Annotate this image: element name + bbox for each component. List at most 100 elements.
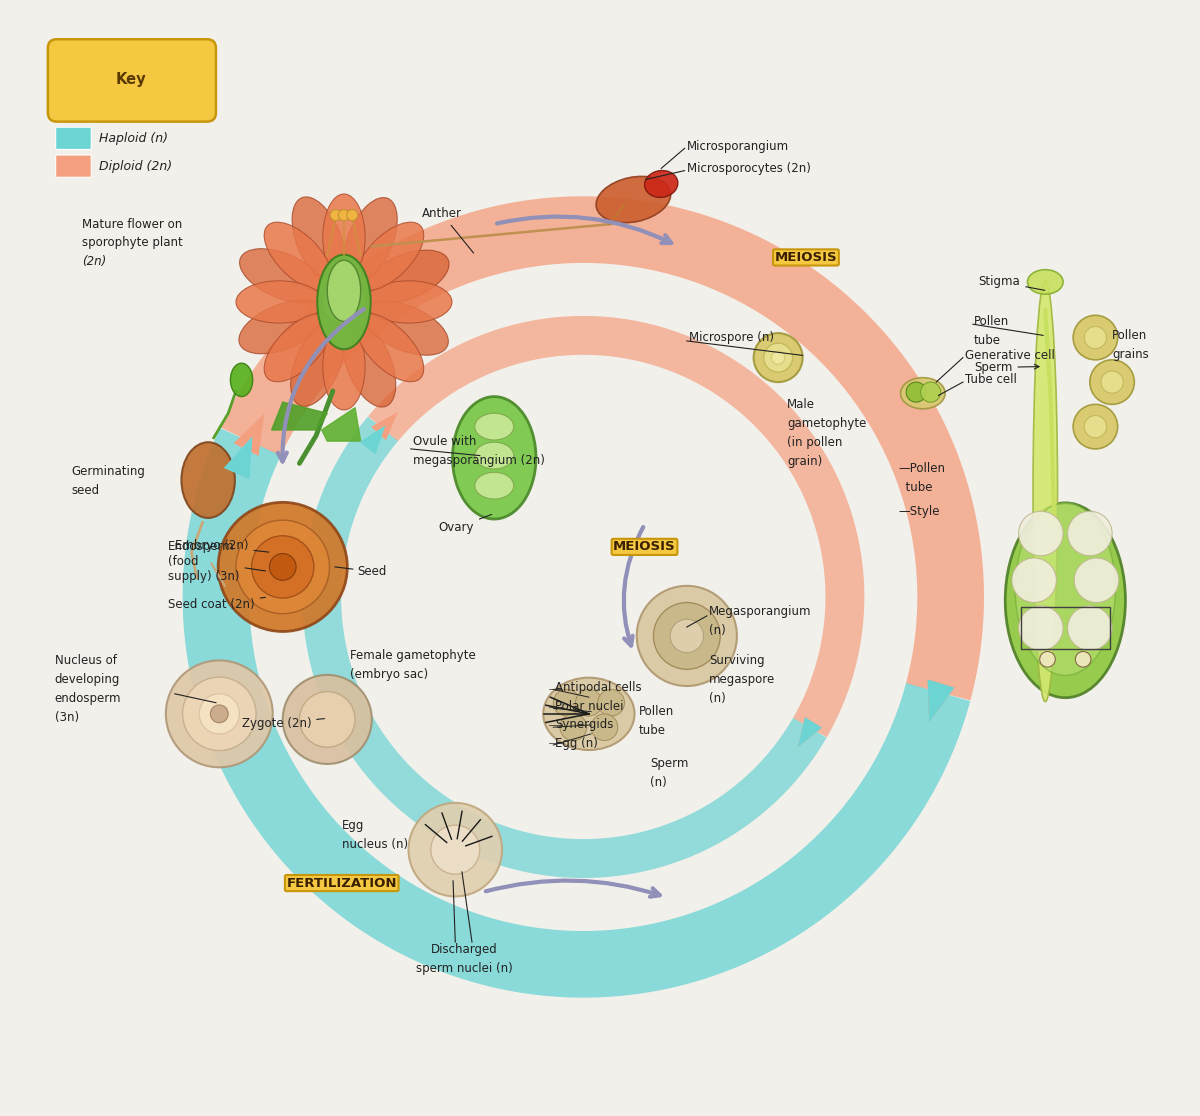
Ellipse shape (328, 260, 361, 321)
Text: Egg (n): Egg (n) (556, 738, 599, 750)
Ellipse shape (544, 677, 635, 750)
Circle shape (338, 210, 349, 221)
Circle shape (1085, 415, 1106, 437)
Ellipse shape (1015, 503, 1116, 675)
Text: Nucleus of: Nucleus of (54, 654, 116, 667)
Ellipse shape (317, 254, 371, 349)
Text: Pollen: Pollen (1112, 329, 1147, 341)
Polygon shape (223, 436, 252, 479)
Circle shape (431, 825, 480, 874)
Text: megasporangium (2n): megasporangium (2n) (413, 453, 545, 466)
Circle shape (920, 382, 941, 402)
Text: Sperm: Sperm (650, 758, 689, 770)
Text: seed: seed (71, 483, 100, 497)
Ellipse shape (264, 222, 332, 290)
Circle shape (576, 690, 602, 716)
Text: Polar nuclei: Polar nuclei (556, 700, 624, 712)
Circle shape (1039, 652, 1055, 667)
Ellipse shape (230, 363, 253, 396)
Text: (3n): (3n) (54, 711, 79, 723)
Circle shape (300, 692, 355, 748)
Circle shape (560, 714, 587, 741)
Polygon shape (798, 718, 822, 747)
Circle shape (330, 210, 341, 221)
Circle shape (1090, 359, 1134, 404)
Text: Antipodal cells: Antipodal cells (556, 681, 642, 694)
Circle shape (1074, 558, 1118, 603)
Text: FERTILIZATION: FERTILIZATION (287, 876, 397, 889)
Ellipse shape (323, 194, 365, 281)
Polygon shape (234, 414, 264, 456)
Ellipse shape (644, 171, 678, 198)
Text: Male: Male (787, 398, 815, 411)
Circle shape (347, 210, 358, 221)
Ellipse shape (1027, 270, 1063, 295)
Circle shape (1073, 316, 1117, 359)
Text: tube: tube (638, 724, 666, 737)
Text: —Pollen: —Pollen (899, 462, 946, 475)
Text: Sperm: Sperm (974, 360, 1039, 374)
Circle shape (670, 619, 703, 653)
Ellipse shape (342, 320, 396, 407)
Polygon shape (928, 680, 954, 722)
Text: MEIOSIS: MEIOSIS (775, 251, 838, 263)
Polygon shape (928, 680, 954, 722)
Text: Ovary: Ovary (438, 514, 492, 535)
Circle shape (166, 661, 272, 768)
Text: sperm nuclei (n): sperm nuclei (n) (416, 962, 512, 975)
Ellipse shape (1033, 281, 1057, 702)
Text: (2n): (2n) (83, 256, 107, 268)
Circle shape (1068, 511, 1112, 556)
Text: developing: developing (54, 673, 120, 686)
Circle shape (1100, 371, 1123, 393)
Circle shape (269, 554, 296, 580)
Text: Zygote (2n): Zygote (2n) (241, 718, 324, 730)
Circle shape (199, 694, 239, 734)
Ellipse shape (452, 396, 536, 519)
Circle shape (182, 677, 256, 751)
Text: Endosperm
(food
supply) (3n): Endosperm (food supply) (3n) (168, 540, 265, 584)
Text: Pollen: Pollen (974, 316, 1009, 328)
Circle shape (598, 690, 624, 716)
Ellipse shape (355, 222, 424, 290)
Ellipse shape (343, 198, 397, 283)
Text: tube: tube (974, 335, 1001, 347)
Circle shape (1019, 606, 1063, 651)
Circle shape (408, 802, 502, 896)
Text: grain): grain) (787, 454, 822, 468)
Ellipse shape (362, 301, 449, 355)
Ellipse shape (323, 324, 365, 410)
Ellipse shape (365, 281, 452, 324)
Circle shape (1075, 652, 1091, 667)
Circle shape (763, 343, 792, 372)
Circle shape (654, 603, 720, 670)
Text: MEIOSIS: MEIOSIS (613, 540, 676, 554)
Text: Egg: Egg (342, 819, 364, 831)
Text: megaspore: megaspore (709, 673, 775, 686)
Circle shape (553, 690, 580, 716)
Circle shape (906, 382, 926, 402)
Text: Generative cell: Generative cell (965, 349, 1055, 362)
Ellipse shape (900, 377, 946, 408)
Circle shape (1019, 511, 1063, 556)
Ellipse shape (1006, 503, 1126, 698)
Text: Microspore (n): Microspore (n) (689, 331, 774, 344)
Text: Seed coat (2n): Seed coat (2n) (168, 597, 265, 612)
Text: (n): (n) (650, 777, 667, 789)
Polygon shape (271, 402, 328, 430)
Text: Microsporangium: Microsporangium (686, 140, 788, 153)
Ellipse shape (290, 320, 346, 406)
Text: Microsporocytes (2n): Microsporocytes (2n) (686, 162, 811, 175)
Circle shape (637, 586, 737, 686)
Ellipse shape (236, 281, 323, 324)
Text: (n): (n) (709, 624, 726, 637)
FancyBboxPatch shape (55, 155, 91, 177)
Text: endosperm: endosperm (54, 692, 121, 705)
Text: sporophyte plant: sporophyte plant (83, 237, 184, 250)
Text: Key: Key (116, 71, 146, 87)
Circle shape (218, 502, 347, 632)
Text: grains: grains (1112, 348, 1148, 360)
Ellipse shape (362, 250, 449, 304)
Ellipse shape (240, 249, 325, 304)
Text: Tube cell: Tube cell (965, 374, 1018, 386)
